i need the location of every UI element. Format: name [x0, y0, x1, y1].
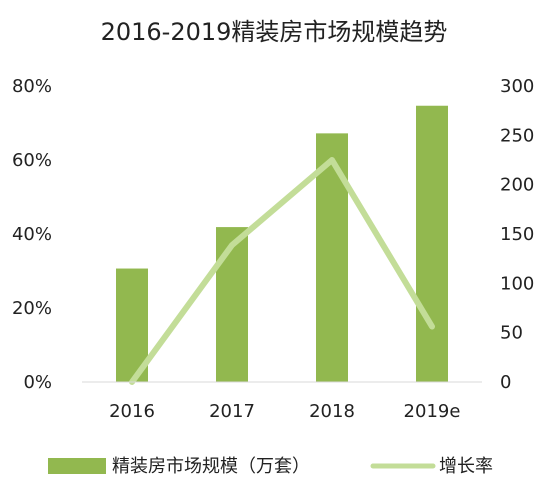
bars-group	[116, 105, 448, 382]
right-tick-label: 300	[500, 76, 534, 97]
x-axis-ticks: 2016 2017 2018 2019e	[109, 401, 460, 422]
right-tick-label: 100	[500, 273, 534, 294]
x-tick-label: 2016	[109, 401, 155, 422]
left-tick-label: 20%	[12, 298, 52, 319]
right-tick-label: 50	[500, 323, 523, 344]
x-tick-label: 2019e	[404, 401, 461, 422]
legend-label-bar: 精装房市场规模（万套）	[112, 456, 310, 477]
bar-2019e	[416, 105, 448, 382]
left-tick-label: 40%	[12, 224, 52, 245]
left-tick-label: 80%	[12, 76, 52, 97]
left-axis-ticks: 0% 20% 40% 60% 80%	[12, 76, 52, 393]
growth-rate-line	[129, 157, 435, 385]
legend-label-line: 增长率	[439, 456, 493, 477]
bar-2017	[216, 227, 248, 382]
right-tick-label: 250	[500, 125, 534, 146]
x-tick-label: 2017	[209, 401, 255, 422]
right-tick-label: 150	[500, 224, 534, 245]
legend-swatch-bar	[48, 458, 106, 474]
legend: 精装房市场规模（万套） 增长率	[48, 456, 493, 477]
line-group	[129, 157, 435, 385]
left-tick-label: 60%	[12, 150, 52, 171]
chart-title: 2016-2019精装房市场规模趋势	[101, 18, 448, 46]
left-tick-label: 0%	[23, 372, 52, 393]
right-axis-ticks: 0 50 100 150 200 250 300	[500, 76, 534, 393]
x-tick-label: 2018	[309, 401, 355, 422]
right-tick-label: 200	[500, 175, 534, 196]
right-tick-label: 0	[500, 372, 511, 393]
